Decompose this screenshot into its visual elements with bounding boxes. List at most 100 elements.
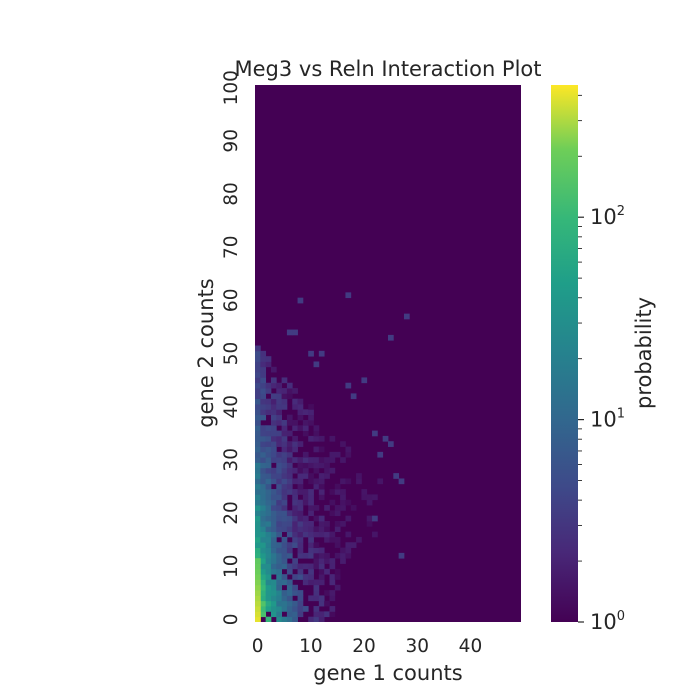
heatmap-cell bbox=[286, 542, 293, 548]
heatmap-cell bbox=[270, 489, 277, 495]
heatmap-cell bbox=[292, 505, 298, 511]
heatmap-cell bbox=[292, 494, 298, 501]
heatmap-cell bbox=[260, 382, 267, 389]
heatmap-cell bbox=[318, 568, 325, 575]
heatmap-cell bbox=[297, 563, 304, 570]
heatmap-cell bbox=[329, 457, 336, 463]
heatmap-cell bbox=[350, 393, 357, 400]
heatmap-cell bbox=[313, 505, 320, 511]
y-tick-label: 0 bbox=[221, 613, 242, 625]
heatmap-cell bbox=[276, 584, 282, 591]
heatmap-cell bbox=[265, 425, 272, 431]
heatmap-cell bbox=[265, 505, 272, 511]
heatmap-cell bbox=[318, 526, 325, 533]
heatmap-cell bbox=[281, 590, 288, 596]
heatmap-cell bbox=[276, 478, 282, 485]
heatmap-cell bbox=[255, 574, 261, 580]
heatmap-cell bbox=[297, 547, 304, 554]
heatmap-cell bbox=[345, 451, 352, 458]
heatmap-cell bbox=[329, 611, 336, 618]
heatmap-cell bbox=[302, 419, 309, 426]
heatmap-cell bbox=[318, 520, 325, 527]
heatmap-cell bbox=[334, 451, 341, 458]
heatmap-cell bbox=[260, 489, 267, 495]
heatmap-cell bbox=[292, 499, 298, 506]
heatmap-cell bbox=[340, 499, 346, 506]
heatmap-cell bbox=[270, 579, 277, 586]
heatmap-cell bbox=[286, 590, 293, 596]
heatmap-cell bbox=[276, 606, 282, 612]
heatmap-cell bbox=[270, 425, 277, 431]
heatmap-cell bbox=[270, 600, 277, 607]
heatmap-cell bbox=[308, 462, 314, 469]
heatmap-cell bbox=[302, 531, 309, 538]
heatmap-cell bbox=[403, 313, 410, 320]
heatmap-cell bbox=[356, 536, 362, 543]
heatmap-cell bbox=[255, 531, 261, 538]
heatmap-cell bbox=[281, 552, 288, 559]
heatmap-cell bbox=[329, 574, 336, 580]
heatmap-cell bbox=[270, 382, 277, 389]
heatmap-cell bbox=[345, 542, 352, 548]
heatmap-cell bbox=[318, 552, 325, 559]
heatmap-cell bbox=[281, 446, 288, 453]
heatmap-cell bbox=[255, 350, 261, 357]
heatmap-cell bbox=[255, 430, 261, 437]
heatmap-cell bbox=[366, 520, 373, 527]
heatmap-cell bbox=[334, 489, 341, 495]
heatmap-cell bbox=[276, 515, 282, 522]
heatmap-cell bbox=[324, 467, 330, 474]
heatmap-cell bbox=[372, 531, 378, 538]
heatmap-cell bbox=[286, 329, 293, 336]
heatmap-cell bbox=[292, 329, 298, 336]
heatmap-cell bbox=[313, 558, 320, 564]
heatmap-cell bbox=[286, 451, 293, 458]
heatmap-cell bbox=[308, 350, 314, 357]
heatmap-cell bbox=[313, 595, 320, 602]
heatmap-cell bbox=[286, 520, 293, 527]
heatmap-cell bbox=[302, 574, 309, 580]
heatmap-cell bbox=[255, 579, 261, 586]
heatmap-cell bbox=[318, 494, 325, 501]
heatmap-cell bbox=[292, 616, 298, 622]
heatmap-cell bbox=[276, 616, 282, 622]
heatmap-cell bbox=[308, 457, 314, 463]
heatmap-cell bbox=[281, 489, 288, 495]
x-tick-label: 30 bbox=[405, 636, 429, 657]
heatmap-cell bbox=[340, 441, 346, 447]
heatmap-cell bbox=[297, 478, 304, 485]
heatmap-cell bbox=[286, 531, 293, 538]
heatmap-cell bbox=[260, 584, 267, 591]
heatmap-cell bbox=[281, 600, 288, 607]
heatmap-cell bbox=[270, 446, 277, 453]
heatmap-cell bbox=[292, 489, 298, 495]
heatmap-cell bbox=[297, 297, 304, 304]
heatmap-cell bbox=[308, 568, 314, 575]
heatmap-cell bbox=[334, 584, 341, 591]
heatmap-cell bbox=[340, 489, 346, 495]
heatmap-cell bbox=[276, 467, 282, 474]
heatmap-cells bbox=[255, 292, 410, 622]
heatmap-cell bbox=[340, 505, 346, 511]
heatmap-cell bbox=[313, 563, 320, 570]
heatmap-cell bbox=[313, 579, 320, 586]
heatmap-cell bbox=[265, 457, 272, 463]
heatmap-cell bbox=[345, 382, 352, 389]
heatmap-cell bbox=[281, 520, 288, 527]
heatmap-cell bbox=[265, 494, 272, 501]
heatmap-cell bbox=[302, 515, 309, 522]
heatmap-cell bbox=[265, 600, 272, 607]
heatmap-cell bbox=[302, 462, 309, 469]
x-tick-label: 10 bbox=[299, 636, 323, 657]
x-axis-ticks: 0 10 20 30 40 bbox=[252, 636, 482, 657]
heatmap-cell bbox=[318, 489, 325, 495]
heatmap-cell bbox=[281, 574, 288, 580]
heatmap-cell bbox=[270, 520, 277, 527]
heatmap-cell bbox=[286, 467, 293, 474]
heatmap-cell bbox=[345, 531, 352, 538]
heatmap-cell bbox=[270, 595, 277, 602]
heatmap-cell bbox=[292, 611, 298, 618]
heatmap-cell bbox=[270, 451, 277, 458]
heatmap-cell bbox=[308, 574, 314, 580]
heatmap-cell bbox=[302, 451, 309, 458]
